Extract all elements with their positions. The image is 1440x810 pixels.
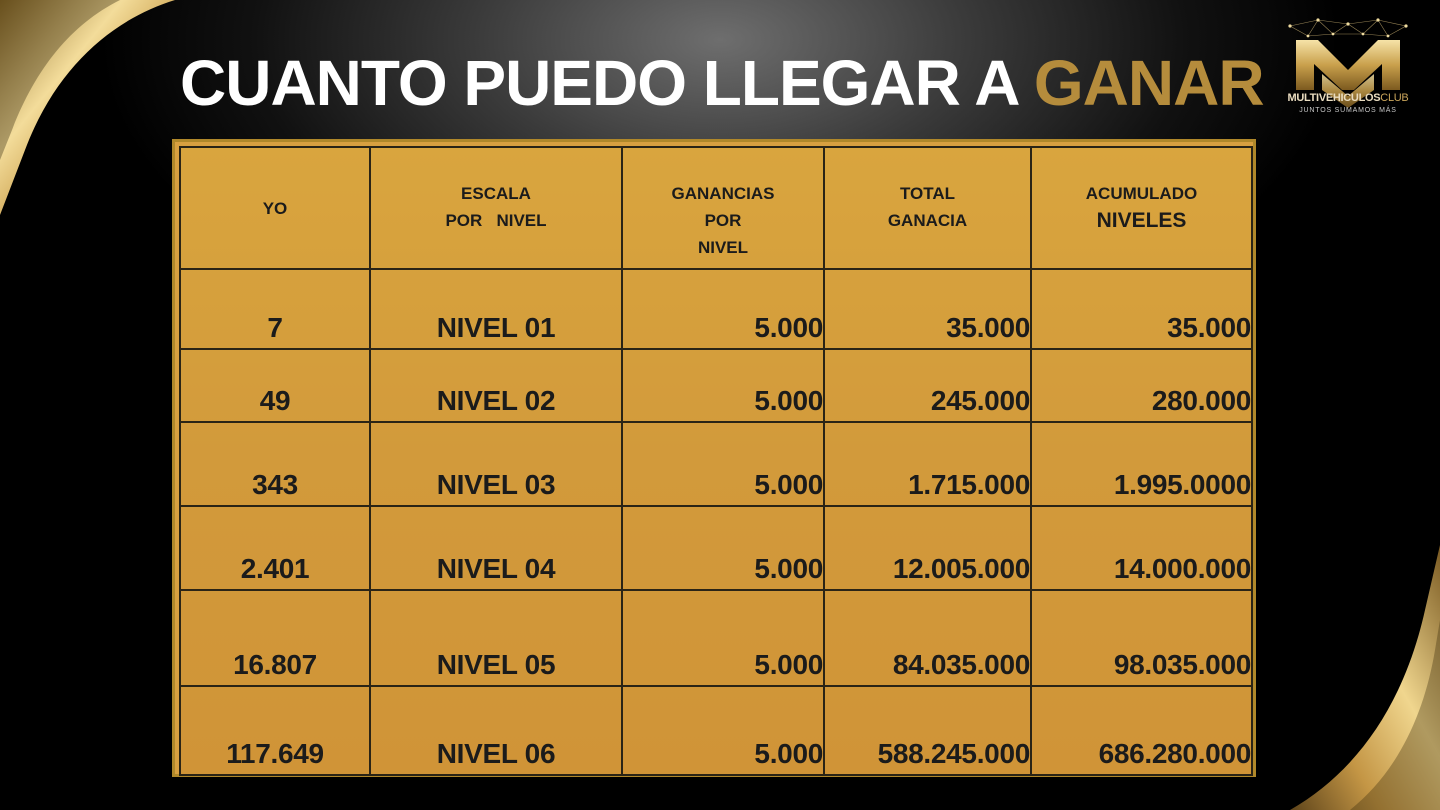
cell-total: 35.000 [823, 268, 1032, 350]
header-escala-line1: ESCALA [461, 184, 531, 203]
cell-nivel: NIVEL 06 [369, 685, 623, 776]
header-acumulado-line2: NIVELES [1096, 209, 1187, 232]
table-row: 117.649 NIVEL 06 5.000 588.245.000 686.2… [179, 685, 1253, 776]
page-title: CUANTO PUEDO LLEGAR A GANAR [180, 46, 1265, 122]
logo-name-light: CLUB [1380, 92, 1409, 104]
title-main: CUANTO PUEDO LLEGAR A [180, 47, 1018, 119]
table-row: 343 NIVEL 03 5.000 1.715.000 1.995.0000 [179, 421, 1253, 507]
cell-yo: 2.401 [179, 505, 371, 591]
cell-acumulado: 35.000 [1030, 268, 1253, 350]
table-row: 16.807 NIVEL 05 5.000 84.035.000 98.035.… [179, 589, 1253, 687]
club-logo-icon [1288, 18, 1408, 108]
cell-ganancia: 5.000 [621, 268, 825, 350]
cell-acumulado: 686.280.000 [1030, 685, 1253, 776]
cell-ganancia: 5.000 [621, 421, 825, 507]
cell-ganancia: 5.000 [621, 685, 825, 776]
cell-yo: 343 [179, 421, 371, 507]
logo-name-bold: MULTIVEHICULOS [1287, 92, 1381, 104]
cell-nivel: NIVEL 04 [369, 505, 623, 591]
header-total-line1: TOTAL [899, 184, 956, 203]
header-total-line2: GANACIA [887, 211, 968, 230]
header-ganancias-line2: POR [704, 211, 742, 230]
logo-name: MULTIVEHICULOSCLUB [1276, 92, 1420, 106]
table-row: 49 NIVEL 02 5.000 245.000 280.000 [179, 348, 1253, 423]
cell-nivel: NIVEL 02 [369, 348, 623, 423]
cell-nivel: NIVEL 01 [369, 268, 623, 350]
cell-total: 1.715.000 [823, 421, 1032, 507]
title-accent: GANAR [1033, 47, 1265, 119]
cell-yo: 7 [179, 268, 371, 350]
header-escala: ESCALA POR NIVEL [369, 146, 623, 270]
logo-tagline: JUNTOS SUMAMOS MÁS [1299, 107, 1397, 114]
header-ganancias: GANANCIAS POR NIVEL [621, 146, 825, 270]
table-row: 2.401 NIVEL 04 5.000 12.005.000 14.000.0… [179, 505, 1253, 591]
header-acumulado-line1: ACUMULADO [1085, 184, 1198, 203]
earnings-table: YO ESCALA POR NIVEL GANANCIAS POR NIVEL … [179, 146, 1253, 776]
header-total: TOTAL GANACIA [823, 146, 1032, 270]
cell-acumulado: 280.000 [1030, 348, 1253, 423]
cell-ganancia: 5.000 [621, 348, 825, 423]
cell-acumulado: 1.995.0000 [1030, 421, 1253, 507]
cell-yo: 117.649 [179, 685, 371, 776]
cell-ganancia: 5.000 [621, 505, 825, 591]
cell-yo: 16.807 [179, 589, 371, 687]
header-escala-line2: POR NIVEL [445, 211, 547, 230]
header-acumulado: ACUMULADO NIVELES [1030, 146, 1253, 270]
header-yo: YO [179, 146, 371, 270]
cell-total: 588.245.000 [823, 685, 1032, 776]
table-header-row: YO ESCALA POR NIVEL GANANCIAS POR NIVEL … [179, 146, 1253, 270]
cell-ganancia: 5.000 [621, 589, 825, 687]
cell-total: 12.005.000 [823, 505, 1032, 591]
earnings-table-frame: YO ESCALA POR NIVEL GANANCIAS POR NIVEL … [172, 139, 1256, 777]
cell-acumulado: 98.035.000 [1030, 589, 1253, 687]
header-ganancias-line3: NIVEL [697, 238, 749, 257]
cell-acumulado: 14.000.000 [1030, 505, 1253, 591]
cell-total: 84.035.000 [823, 589, 1032, 687]
table-row: 7 NIVEL 01 5.000 35.000 35.000 [179, 268, 1253, 350]
cell-yo: 49 [179, 348, 371, 423]
cell-nivel: NIVEL 03 [369, 421, 623, 507]
cell-nivel: NIVEL 05 [369, 589, 623, 687]
header-ganancias-line1: GANANCIAS [671, 184, 775, 203]
cell-total: 245.000 [823, 348, 1032, 423]
